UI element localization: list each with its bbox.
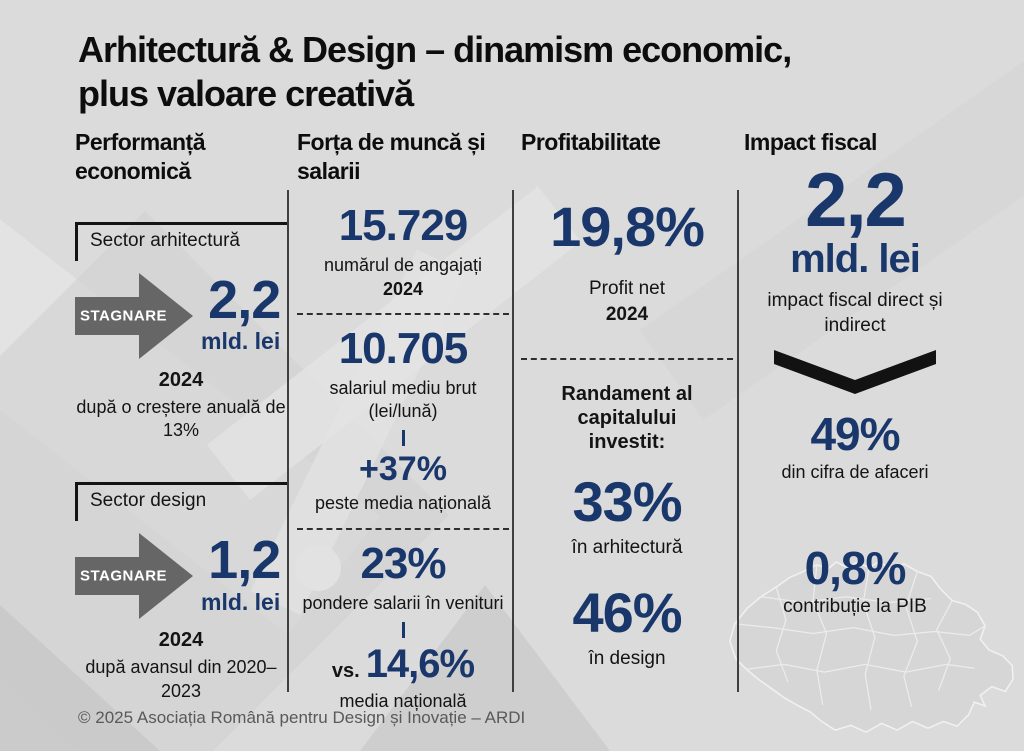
gdp-contribution-value: 0,8% [804, 542, 907, 595]
net-profit-label: Profit net [588, 277, 666, 299]
design-turnover-unit: mld. lei [201, 589, 281, 616]
fiscal-impact-unit: mld. lei [790, 236, 921, 281]
design-turnover-value: 1,2 [208, 530, 281, 591]
salary-value: 10.705 [338, 324, 469, 373]
column-header: Forța de muncă și salarii [297, 129, 486, 184]
employees-label: numărul de angajați [323, 254, 483, 275]
column-header: Performanță economică [75, 129, 205, 184]
net-profit-value: 19,8% [550, 194, 705, 258]
dashed-separator [521, 357, 733, 360]
title-line-2: plus valoare creativă [78, 72, 414, 114]
column-header: Impact fiscal [744, 129, 877, 155]
column-divider [287, 190, 289, 692]
connector-line [401, 622, 405, 638]
fiscal-impact-label: impact fiscal direct și indirect [767, 289, 943, 336]
connector-line [401, 430, 405, 446]
column-profitability: Profitabilitate 19,8% Profit net 2024 Ra… [521, 128, 733, 671]
architecture-turnover-value: 2,2 [208, 269, 281, 330]
stagnare-arrow-icon: STAGNARE [75, 533, 193, 620]
salary-label-line1: salariul mediu brut [329, 378, 477, 398]
romania-map-icon [729, 561, 1014, 733]
design-note: după avansul din 2020–2023 [85, 657, 277, 701]
column-header: Profitabilitate [521, 129, 661, 155]
national-average-row: vs. 14,6% [297, 644, 509, 684]
architecture-turnover-unit: mld. lei [201, 328, 281, 355]
net-profit-year: 2024 [605, 303, 649, 325]
fiscal-impact-value: 2,2 [805, 157, 907, 243]
column-fiscal-impact: Impact fiscal 2,2 mld. lei impact fiscal… [744, 128, 966, 618]
vs-prefix: vs. [331, 660, 360, 682]
trend-badge: STAGNARE [80, 567, 168, 585]
design-year: 2024 [158, 629, 204, 652]
title-line-1: Arhitectură & Design – dinamism economic… [78, 29, 792, 70]
architecture-note: după o creștere anuală de 13% [76, 396, 286, 440]
turnover-share-label: din cifra de afaceri [781, 462, 929, 483]
roic-design-value: 46% [572, 581, 682, 645]
dashed-separator [297, 313, 509, 315]
wage-share-label: pondere salarii în venituri [302, 592, 504, 613]
roic-heading: Randament al capitalului investit: [561, 382, 693, 453]
architecture-value-block: 2,2 mld. lei [201, 269, 281, 356]
national-average-value: 14,6% [365, 642, 475, 686]
salary-label-line2: (lei/lună) [368, 400, 438, 421]
page-title: Arhitectură & Design – dinamism economic… [78, 28, 792, 116]
gdp-contribution-label: contribuție la PIB [783, 596, 927, 618]
sector-design-label: Sector design [75, 482, 287, 522]
salary-above-average-label: peste media națională [314, 493, 492, 513]
copyright-footer: © 2025 Asociația Română pentru Design și… [78, 708, 526, 727]
roic-design-label: în design [588, 648, 666, 670]
turnover-share-value: 49% [810, 408, 900, 461]
wage-share-value: 23% [360, 538, 446, 588]
column-divider [737, 190, 739, 692]
national-average-label: media națională [339, 691, 467, 711]
sector-architecture-label: Sector arhitectură [75, 221, 287, 261]
trend-badge: STAGNARE [80, 307, 168, 324]
salary-above-average-value: +37% [359, 450, 447, 488]
dashed-separator [297, 527, 509, 530]
roic-architecture-value: 33% [572, 469, 682, 533]
architecture-stat-row: STAGNARE 2,2 mld. lei [75, 269, 287, 359]
roic-architecture-label: în arhitectură [571, 536, 683, 558]
employees-value: 15.729 [338, 200, 469, 250]
column-economic-performance: Performanță economică Sector arhitectură… [75, 128, 287, 703]
design-value-block: 1,2 mld. lei [201, 530, 281, 616]
design-stat-row: STAGNARE 1,2 mld. lei [75, 530, 287, 620]
chevron-down-icon [774, 350, 936, 395]
column-workforce: Forța de muncă și salarii 15.729 numărul… [297, 128, 509, 713]
watermark-shape [295, 545, 341, 591]
column-divider [512, 190, 514, 692]
employees-year: 2024 [382, 279, 424, 299]
architecture-year: 2024 [158, 368, 204, 391]
stagnare-arrow-icon: STAGNARE [75, 272, 193, 359]
